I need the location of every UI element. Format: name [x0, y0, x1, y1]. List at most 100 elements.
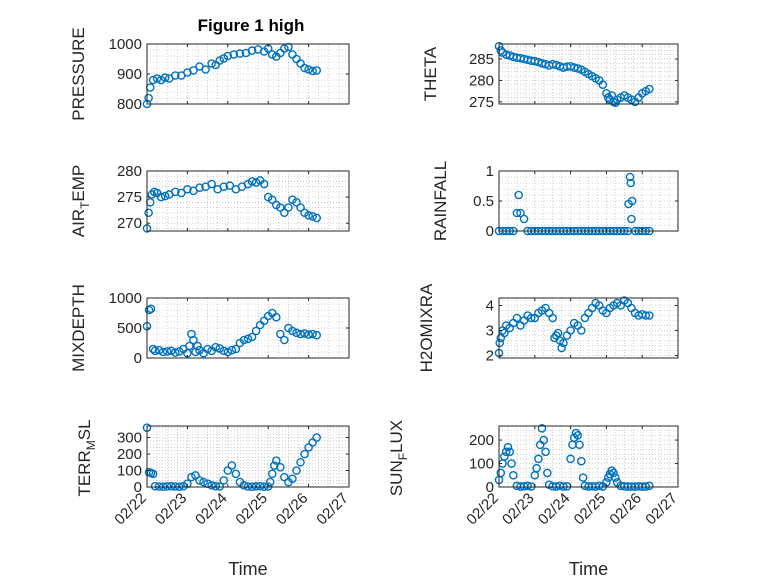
data-point: [265, 477, 275, 487]
y-tick-label: 4: [486, 298, 494, 315]
y-axis-label: THETA: [421, 46, 440, 101]
data-point: [308, 66, 317, 76]
data-point: [154, 345, 164, 355]
data-point: [292, 198, 301, 207]
data-point: [267, 195, 277, 204]
data-point: [300, 329, 309, 338]
x-tick-label: 02/24: [192, 490, 231, 529]
y-tick-label: 275: [117, 189, 142, 206]
data-point: [512, 208, 522, 218]
y-tick-label: 3: [486, 323, 494, 340]
grid: [498, 425, 679, 488]
x-tick-label: 02/23: [152, 490, 191, 529]
data-point: [641, 311, 651, 320]
data-point: [207, 59, 216, 68]
plot-theta: 275 280 285 THETA: [421, 41, 679, 111]
y-tick-label: 0: [134, 350, 142, 367]
data-point: [284, 42, 293, 52]
data-point: [312, 213, 321, 223]
data-point: [185, 341, 194, 351]
data-point: [526, 313, 536, 323]
y-axis-label: PRESSURE: [69, 27, 88, 121]
data-point: [267, 469, 277, 479]
data-point: [251, 482, 261, 491]
data-point: [166, 346, 176, 356]
data-point: [645, 311, 654, 320]
data-point: [645, 84, 654, 94]
data-point: [523, 481, 532, 491]
data-point: [207, 179, 216, 189]
data-point: [577, 456, 586, 466]
data-point: [292, 328, 301, 338]
plot-mixdepth: 0 500 1000 MIXDEPTH: [69, 284, 350, 372]
y-axis-label: RAINFALL: [431, 161, 450, 241]
data-point: [160, 191, 170, 201]
data-point: [496, 46, 506, 55]
data-point: [532, 463, 541, 473]
data-point: [509, 470, 518, 480]
data-point: [566, 454, 575, 464]
data-point: [296, 203, 305, 212]
y-tick-label: 100: [117, 463, 142, 480]
data-point: [312, 330, 321, 340]
axes-box: [498, 43, 679, 105]
data-point: [201, 65, 210, 74]
y-tick-label: 0: [486, 479, 494, 496]
data-point: [312, 433, 321, 442]
data-point: [195, 476, 204, 485]
data-point: [219, 476, 229, 485]
data-point: [144, 208, 153, 218]
axes-box: [146, 425, 350, 488]
data-point: [543, 468, 552, 478]
y-tick-label: 2: [486, 348, 494, 365]
x-axis-label: Time: [228, 559, 267, 579]
axes-box: [498, 425, 679, 488]
y-axis-label: SUNFLUX: [387, 420, 410, 496]
data-point: [170, 71, 180, 80]
y-tick-label: 0.5: [473, 193, 494, 210]
data-point: [598, 80, 608, 90]
data-point: [514, 190, 523, 200]
data-point: [189, 335, 198, 345]
data-point: [276, 329, 285, 339]
data-point: [235, 49, 245, 58]
data-point: [280, 335, 289, 345]
data-point: [575, 440, 584, 450]
y-tick-label: 500: [117, 320, 142, 337]
data-point: [288, 474, 297, 484]
data-point: [225, 181, 235, 190]
data-point: [215, 56, 225, 65]
x-tick-label: 02/24: [535, 490, 574, 529]
data-point: [255, 481, 265, 491]
data-point: [626, 178, 636, 188]
x-axis-label: Time: [569, 559, 608, 579]
data-point: [276, 462, 285, 472]
data-point: [219, 346, 229, 356]
data-point: [177, 188, 186, 198]
data-point: [503, 442, 513, 452]
data-point: [231, 344, 241, 354]
data-point: [312, 66, 321, 75]
data-point: [243, 334, 253, 344]
data-point: [211, 342, 220, 352]
data-point: [627, 214, 636, 224]
data-point: [251, 178, 261, 187]
y-axis-label: H2OMIXRA: [417, 283, 436, 372]
x-tick-label: 02/26: [606, 490, 645, 529]
data-point: [304, 211, 313, 220]
data-point: [166, 481, 176, 491]
data-point: [152, 74, 162, 83]
data-point: [308, 329, 317, 339]
data-point: [512, 313, 522, 323]
data-point: [227, 345, 237, 355]
data-point: [144, 93, 153, 103]
y-tick-label: 300: [117, 430, 142, 447]
data-point: [189, 66, 198, 75]
data-point: [500, 452, 509, 461]
y-axis-label: TERRMSL: [75, 419, 98, 496]
data-point: [602, 88, 611, 98]
x-tick-label: 02/22: [463, 490, 502, 529]
x-tick-label: 02/26: [273, 490, 312, 529]
data-point: [247, 177, 257, 186]
